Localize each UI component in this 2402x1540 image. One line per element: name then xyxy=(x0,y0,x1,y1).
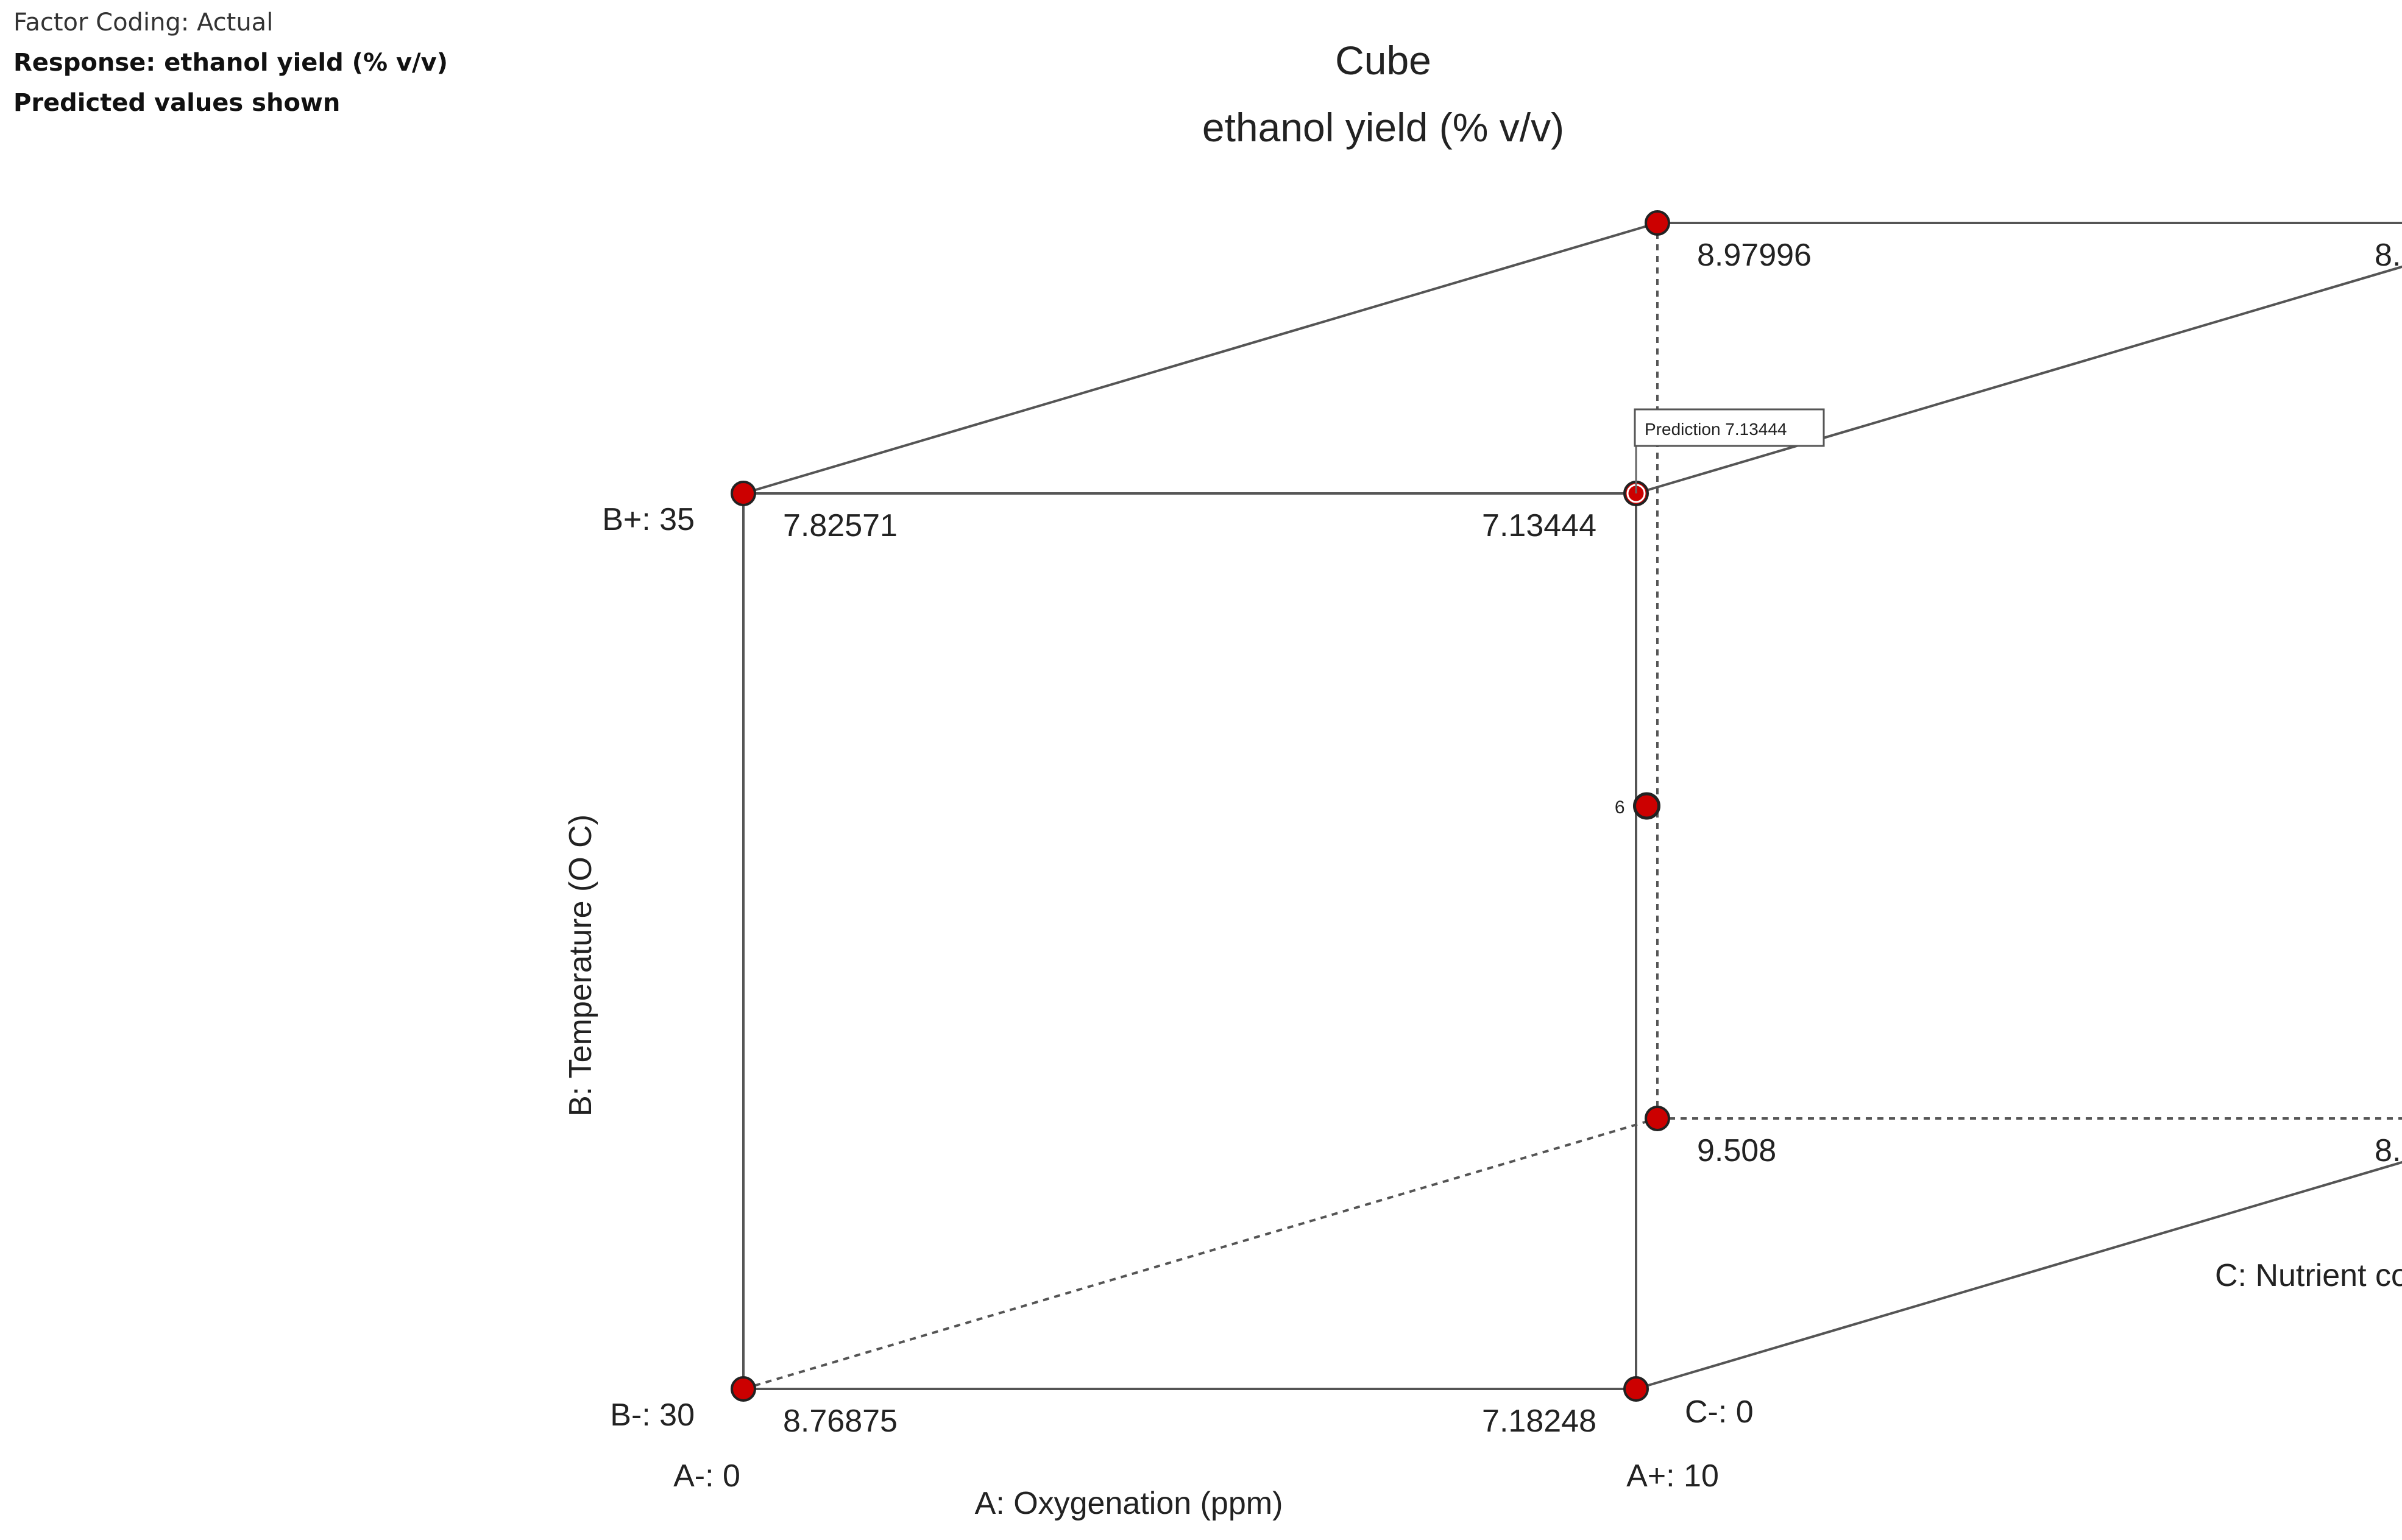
corner-value: 8.76875 xyxy=(783,1404,898,1439)
tooltip-text: Prediction 7.13444 xyxy=(1645,420,1787,439)
cube-axis-labels: A-: 0 A+: 10 A: Oxygenation (ppm) B-: 30 B+:… xyxy=(563,502,2402,1521)
design-point xyxy=(1645,210,1670,236)
predicted-values-note: Predicted values shown xyxy=(13,89,341,117)
prediction-tooltip: Prediction 7.13444 xyxy=(1626,408,1825,503)
axis-a-low-label: A-: 0 xyxy=(673,1458,740,1494)
tooltip-box xyxy=(1634,408,1825,447)
design-point xyxy=(1645,1106,1670,1131)
chart-subtitle: ethanol yield (% v/v) xyxy=(1202,105,1564,150)
corner-value: 9.508 xyxy=(1697,1133,1776,1168)
corner-value: 7.18248 xyxy=(1482,1404,1596,1439)
chart-title: Cube xyxy=(1335,38,1431,83)
axis-b-title: B: Temperature (O C) xyxy=(563,814,598,1117)
axis-b-low-label: B-: 30 xyxy=(610,1397,695,1433)
axis-b-high-label: B+: 35 xyxy=(602,502,695,537)
axis-c-low-label: C-: 0 xyxy=(1685,1394,1754,1430)
cube-edge xyxy=(1635,1160,2402,1390)
design-point xyxy=(731,481,756,506)
corner-value: 8.97996 xyxy=(1697,238,1812,273)
axis-a-title: A: Oxygenation (ppm) xyxy=(975,1486,1283,1521)
factor-coding-label: Factor Coding: Actual xyxy=(13,9,274,37)
corner-value: 7.13444 xyxy=(1482,508,1596,543)
cube-edge xyxy=(1635,265,2402,495)
cube-edge xyxy=(743,222,1658,495)
center-point-count: 6 xyxy=(1615,797,1625,818)
response-label: Response: ethanol yield (% v/v) xyxy=(13,49,448,77)
design-point xyxy=(731,1376,756,1402)
corner-values: 8.76875 7.18248 7.82571 7.13444 9.508 8.61673… xyxy=(783,238,2402,1439)
corner-value: 8.98369 xyxy=(2375,238,2402,273)
corner-value: 8.61673 xyxy=(2375,1133,2402,1168)
corner-value: 7.82571 xyxy=(783,508,898,543)
axis-c-title: C: Nutrient composition (%) xyxy=(2215,1258,2402,1293)
center-point xyxy=(1633,792,1660,820)
cube-edge-hidden xyxy=(743,1117,1658,1390)
cube-frame xyxy=(742,222,2402,1390)
axis-a-high-label: A+: 10 xyxy=(1626,1458,1719,1494)
design-point xyxy=(1623,1376,1649,1402)
design-points: 6 xyxy=(731,210,1670,1402)
